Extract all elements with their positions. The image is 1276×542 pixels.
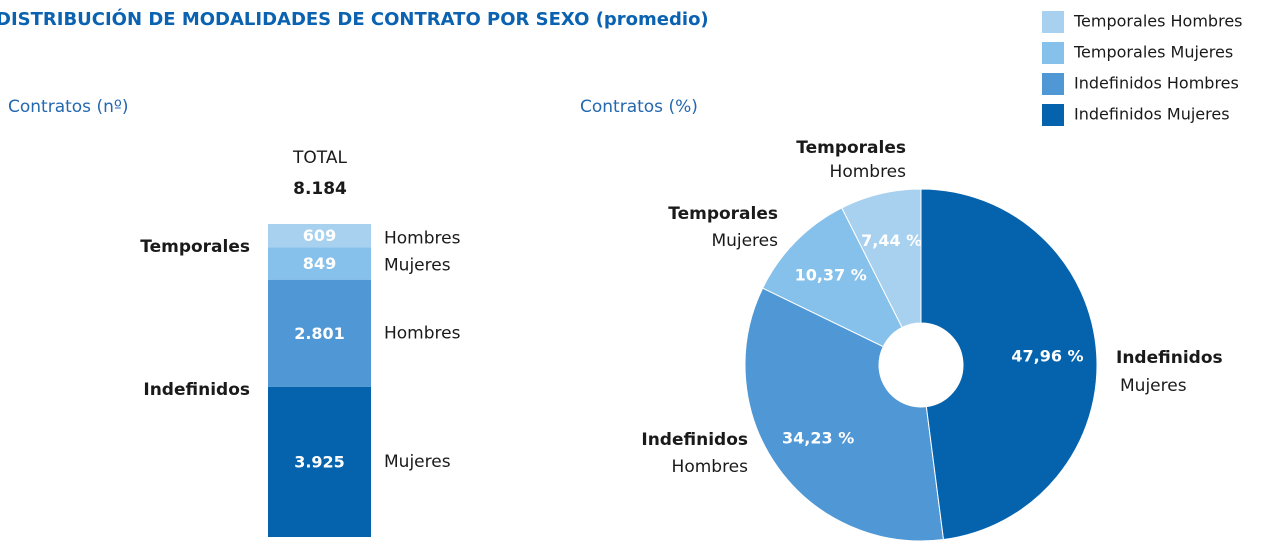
segment-label: Hombres <box>384 229 461 249</box>
donut-slice <box>920 188 1098 541</box>
legend-swatch <box>1042 11 1064 33</box>
bar-segment <box>268 279 371 387</box>
slice-value: 10,37 % <box>795 266 867 285</box>
legend-label: Indefinidos Mujeres <box>1074 105 1230 124</box>
value-label: 3.925 <box>294 452 345 471</box>
slice-label: Indefinidos <box>641 430 748 450</box>
value-label: 2.801 <box>294 324 345 343</box>
slice-value: 7,44 % <box>861 231 922 250</box>
total-title: TOTAL <box>292 148 347 168</box>
legend-swatch <box>1042 73 1064 95</box>
legend-label: Temporales Hombres <box>1073 12 1243 31</box>
donut-slice <box>761 207 903 348</box>
bar-segment <box>268 247 371 280</box>
slice-label: Temporales <box>668 204 778 224</box>
segment-label: Mujeres <box>384 256 451 276</box>
value-label: 609 <box>303 226 336 245</box>
slice-sublabel: Mujeres <box>711 231 778 251</box>
slice-label: Temporales <box>796 138 906 158</box>
segment-label: Mujeres <box>384 452 451 472</box>
pie-subtitle: Contratos (%) <box>580 97 698 117</box>
slice-label: Indefinidos <box>1116 348 1223 368</box>
group-label: Temporales <box>140 237 250 257</box>
bar-segment <box>268 224 371 248</box>
legend-swatch <box>1042 104 1064 126</box>
bar-segment <box>268 386 371 537</box>
donut-slice <box>744 287 945 542</box>
legend-label: Indefinidos Hombres <box>1074 74 1239 93</box>
group-label: Indefinidos <box>143 380 250 400</box>
slice-sublabel: Mujeres <box>1120 376 1187 396</box>
value-label: 849 <box>303 254 336 273</box>
slice-value: 34,23 % <box>782 429 854 448</box>
legend-label: Temporales Mujeres <box>1073 43 1233 62</box>
total-value: 8.184 <box>293 179 347 199</box>
bar-subtitle: Contratos (nº) <box>8 97 129 117</box>
segment-label: Hombres <box>384 323 461 343</box>
slice-value: 47,96 % <box>1011 346 1083 365</box>
slice-sublabel: Hombres <box>672 457 749 477</box>
legend-swatch <box>1042 42 1064 64</box>
slice-sublabel: Hombres <box>830 162 907 182</box>
page-title: DISTRIBUCIÓN DE MODALIDADES DE CONTRATO … <box>0 8 709 30</box>
